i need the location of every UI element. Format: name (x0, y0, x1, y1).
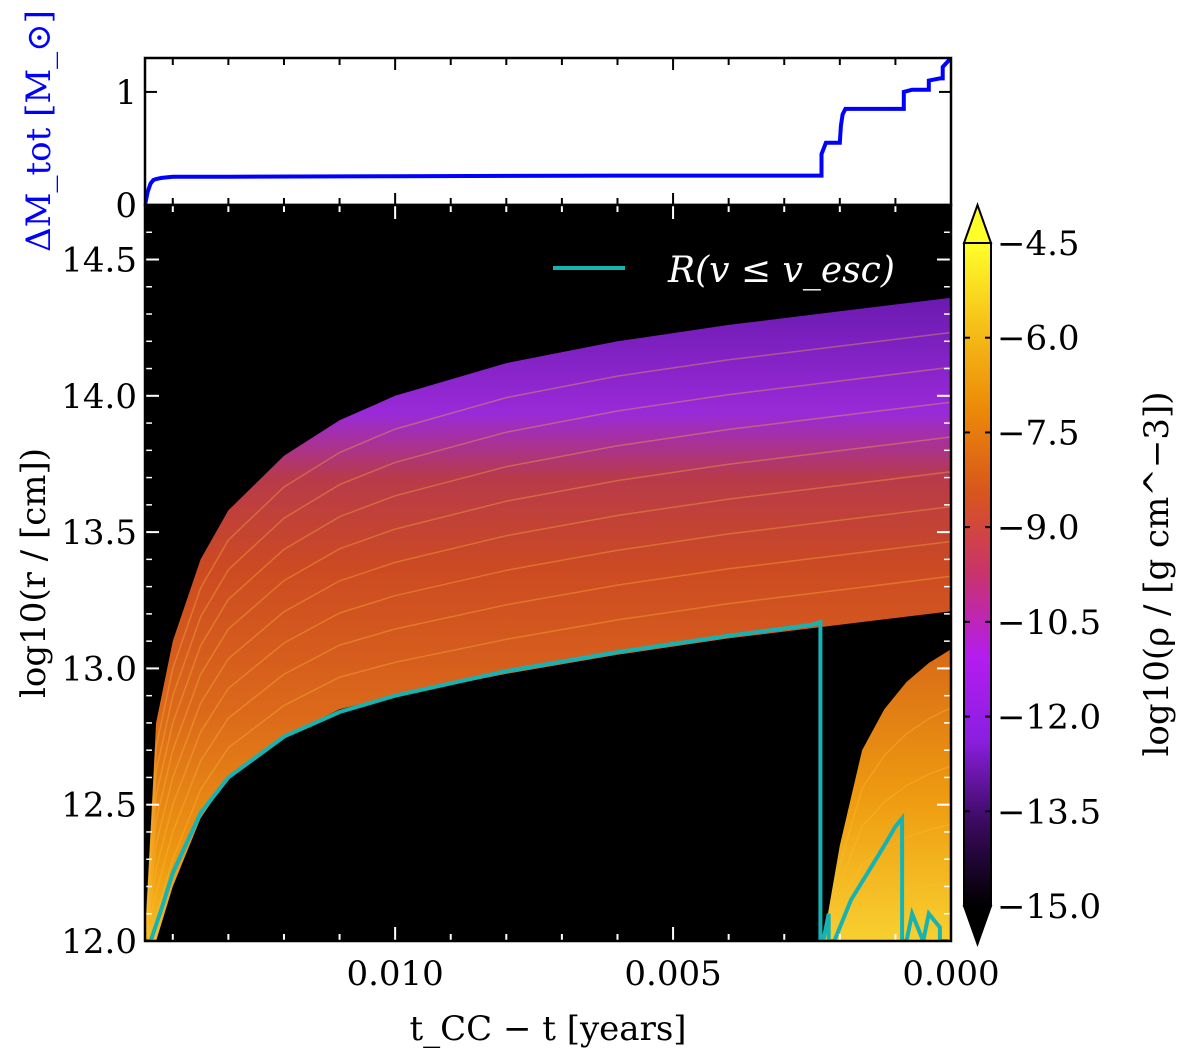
main-xtick-label: 0.005 (624, 954, 721, 994)
colorbar-bar (963, 242, 992, 907)
top-panel-background (145, 58, 951, 205)
main-ytick-label: 14.0 (61, 377, 137, 417)
density-stripe (145, 331, 951, 941)
colorbar-max-extension (962, 202, 993, 244)
density-stripe (822, 881, 951, 941)
density-stripe (145, 540, 951, 941)
main-ytick-label: 12.5 (61, 786, 137, 826)
colorbar-tick-label: −6.0 (997, 319, 1080, 359)
density-regions (145, 297, 951, 941)
top-ylabel: ΔM_tot [M_⊙] (19, 10, 59, 252)
colorbar-tick-label: −7.5 (997, 413, 1080, 453)
main-ylabel: log10(r / [cm]) (14, 448, 54, 698)
colorbar: −4.5 −6.0 −7.5 −9.0 −10.5 −12.0 −13.5 −15.0 log… (962, 202, 1177, 947)
density-stripe (145, 471, 951, 941)
top-panel: 0 1 ΔM_tot [M_⊙] (19, 10, 953, 252)
main-ytick-label: 14.5 (61, 241, 137, 281)
colorbar-tick-label: −10.5 (997, 603, 1101, 643)
colorbar-tick-label: −4.5 (997, 224, 1080, 264)
top-series-line-0 (145, 58, 951, 205)
density-stripe (145, 401, 951, 941)
density-region-main-shell (145, 297, 951, 941)
main-series-group (145, 619, 949, 941)
density-stripe (145, 505, 951, 941)
main-panel: 12.012.513.013.514.014.50.010 0.005 0.000 … (14, 203, 1000, 1049)
main-ytick-label: 12.0 (61, 922, 137, 962)
colorbar-ticks: −4.5 −6.0 −7.5 −9.0 −10.5 −12.0 −13.5 −15.0 (964, 224, 1101, 927)
density-stripe (145, 575, 951, 941)
top-ylabel-text: ΔM_tot [M_⊙] (19, 10, 59, 252)
density-region-late-shell (823, 649, 951, 941)
colorbar-min-extension (962, 905, 993, 947)
density-stripe (822, 707, 951, 941)
legend: R(v ≤ v_esc) (553, 250, 895, 291)
main-xlabel: t_CC − t [years] (409, 1009, 686, 1049)
main-xtick-label: 0.000 (902, 954, 999, 994)
top-series-group (145, 58, 951, 205)
density-stripe (145, 436, 951, 941)
density-stripe (822, 765, 951, 941)
top-ytick-label: 0 (115, 186, 137, 226)
colorbar-tick-label: −12.0 (997, 698, 1101, 738)
escape-radius-line-0 (145, 619, 949, 941)
colorbar-tick-label: −9.0 (997, 508, 1080, 548)
legend-label: R(v ≤ v_esc) (667, 250, 895, 291)
colorbar-tick-label: −15.0 (997, 887, 1101, 927)
colorbar-label: log10(ρ / [g cm^−3]) (1137, 392, 1177, 757)
main-ytick-label: 13.5 (61, 513, 137, 553)
main-xtick-label: 0.010 (346, 954, 443, 994)
main-panel-frame (143, 203, 953, 943)
main-ytick-label: 13.0 (61, 649, 137, 689)
colorbar-tick-label: −13.5 (997, 792, 1101, 832)
top-ytick-label: 1 (115, 73, 137, 113)
density-stripe (145, 366, 951, 941)
